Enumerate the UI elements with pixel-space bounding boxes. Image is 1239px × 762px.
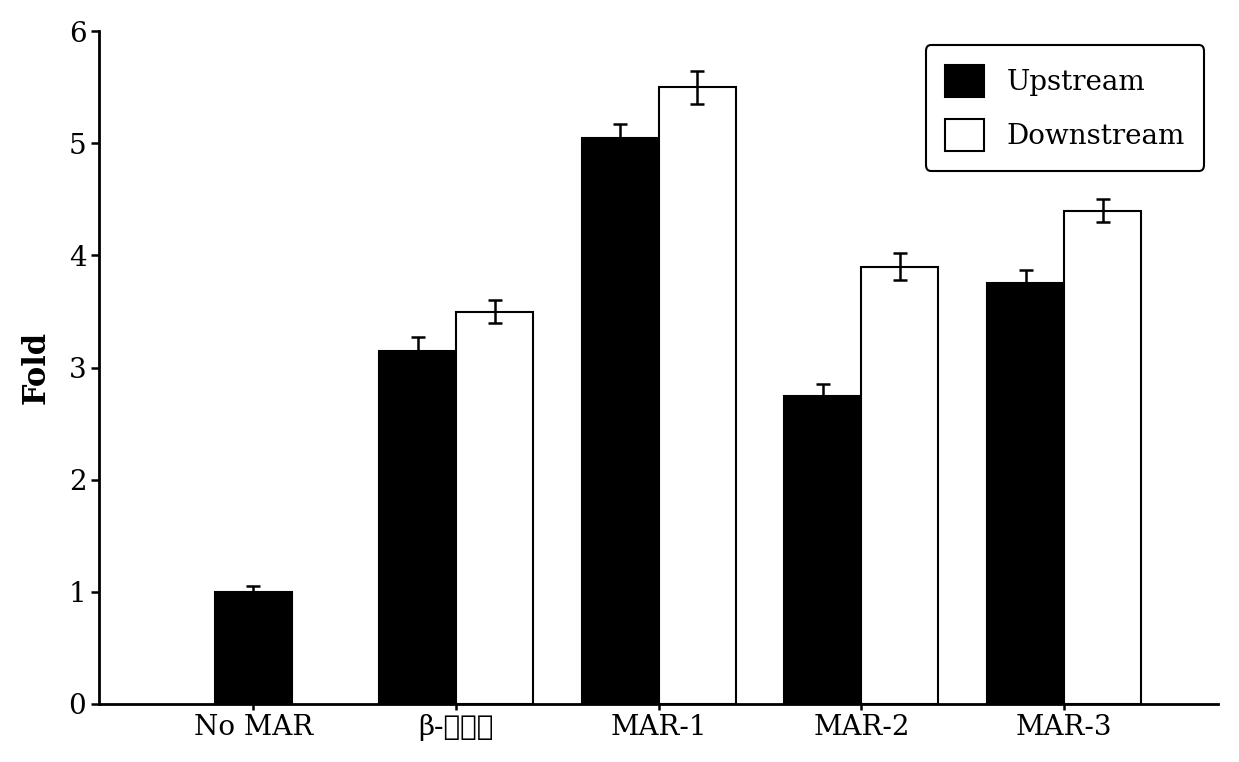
Y-axis label: Fold: Fold [21, 331, 52, 404]
Bar [1064, 210, 1141, 704]
Bar [456, 312, 533, 704]
Legend: Upstream, Downstream: Upstream, Downstream [926, 45, 1204, 171]
Bar [582, 138, 659, 704]
Bar [861, 267, 938, 704]
Bar [379, 351, 456, 704]
Bar [659, 88, 736, 704]
Bar [214, 591, 292, 704]
Bar [784, 395, 861, 704]
Bar [987, 283, 1064, 704]
